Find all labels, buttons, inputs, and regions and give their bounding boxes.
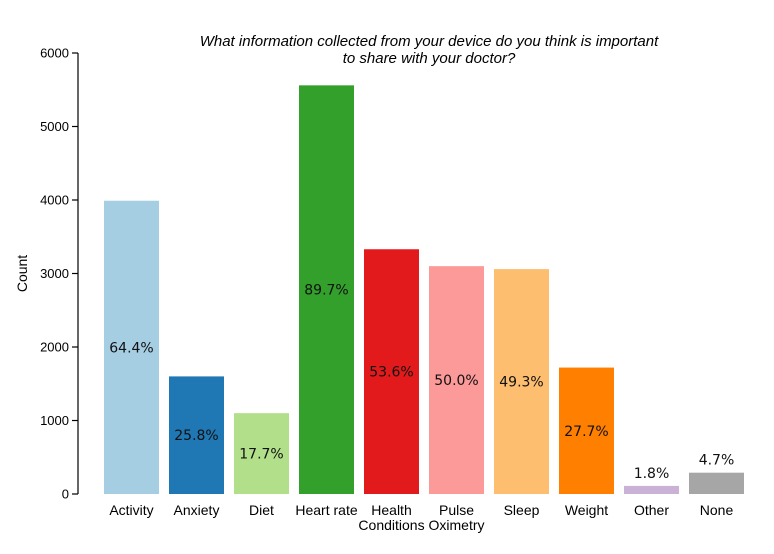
bars — [104, 85, 744, 495]
bar-value-label: 53.6% — [369, 365, 413, 381]
bar — [234, 413, 289, 494]
y-tick-label: 6000 — [40, 46, 69, 61]
bar — [689, 472, 744, 494]
category-labels: Activity Anxiety Diet Heart rate Health Condi… — [109, 502, 733, 533]
bar-value-label: 17.7% — [239, 447, 283, 463]
y-tick-label: 0 — [62, 487, 69, 502]
chart-title: What information collected from your dev… — [200, 33, 659, 67]
bar — [624, 485, 679, 494]
bar — [104, 200, 159, 495]
bar — [559, 367, 614, 494]
y-tick-label: 2000 — [40, 340, 69, 355]
bar-value-label: 25.8% — [174, 428, 218, 444]
bar — [169, 376, 224, 494]
category-label: Health Conditions — [358, 502, 424, 533]
category-label: Other — [634, 502, 669, 518]
bar-value-label: 1.8% — [634, 466, 670, 482]
y-tick-label: 5000 — [40, 119, 69, 134]
bar-value-label: 89.7% — [304, 283, 348, 299]
bar-value-label: 4.7% — [699, 453, 735, 469]
category-label: Heart rate — [295, 502, 357, 518]
category-label: Weight — [565, 502, 608, 518]
y-axis-title: Count — [14, 255, 30, 292]
y-tick-label: 1000 — [40, 413, 69, 428]
bar — [494, 269, 549, 494]
bar-value-label: 49.3% — [499, 375, 543, 391]
y-tick-label: 3000 — [40, 266, 69, 281]
bar — [364, 249, 419, 494]
category-label: None — [700, 502, 734, 518]
category-label: Pulse Oximetry — [429, 502, 485, 533]
y-axis-ticks: 0 1000 2000 3000 4000 5000 6000 — [40, 46, 78, 502]
bar-value-label: 50.0% — [434, 373, 478, 389]
chart-title-line: to share with your doctor? — [343, 50, 516, 67]
category-label: Diet — [249, 502, 274, 518]
bar-value-label: 27.7% — [564, 424, 608, 440]
bar — [299, 85, 354, 494]
category-label: Anxiety — [174, 502, 220, 518]
category-label: Activity — [109, 502, 153, 518]
bar-value-label: 64.4% — [109, 340, 153, 356]
y-tick-label: 4000 — [40, 193, 69, 208]
category-label: Sleep — [504, 502, 540, 518]
bar-value-labels: 64.4% 25.8% 17.7% 89.7% 53.6% 50.0% 49.3% 27.7%… — [109, 283, 734, 482]
chart-title-line: What information collected from your dev… — [200, 33, 659, 50]
bar — [429, 266, 484, 494]
